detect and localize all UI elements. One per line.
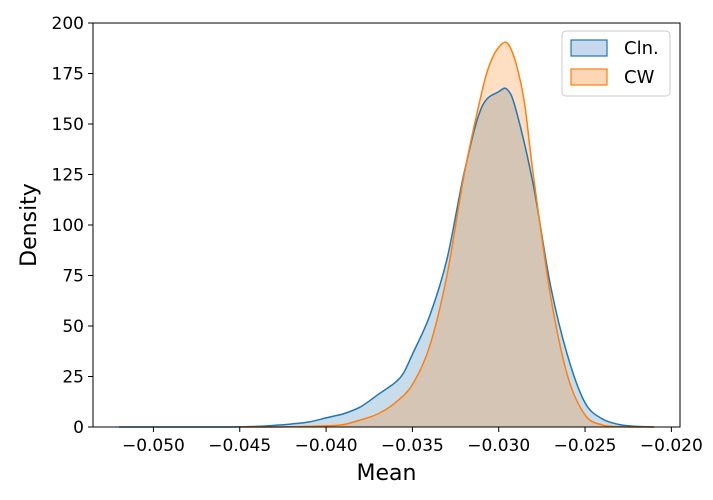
y-tick-label: 100	[52, 216, 84, 236]
density-area-cw	[239, 42, 655, 427]
legend-label-cw: CW	[624, 67, 655, 88]
y-tick-label: 75	[62, 267, 84, 287]
y-axis-title: Density	[17, 183, 42, 267]
legend-swatch-cw	[570, 68, 608, 86]
y-tick-label: 125	[52, 166, 84, 186]
x-axis-ticks: −0.050 −0.045 −0.040 −0.035 −0.030 −0.025 −0.0…	[122, 427, 703, 456]
legend-label-cln: Cln.	[624, 38, 659, 59]
density-area-cln	[118, 88, 655, 428]
x-tick-label: −0.020	[640, 436, 703, 456]
x-tick-label: −0.050	[122, 436, 185, 456]
y-tick-label: 25	[62, 368, 84, 388]
y-tick-label: 150	[52, 115, 84, 135]
x-tick-label: −0.040	[295, 436, 358, 456]
y-tick-label: 0	[73, 418, 84, 438]
x-tick-label: −0.035	[381, 436, 444, 456]
y-tick-label: 50	[62, 317, 84, 337]
density-line-cln	[118, 87, 655, 428]
density-areas	[118, 41, 655, 428]
y-tick-label: 200	[52, 14, 84, 34]
x-tick-label: −0.025	[554, 436, 617, 456]
x-tick-label: −0.045	[208, 436, 271, 456]
y-axis-ticks: 0 25 50 75 100 125 150 175 200	[52, 14, 93, 438]
legend-swatch-cln	[570, 39, 608, 57]
x-tick-label: −0.030	[467, 436, 530, 456]
y-tick-label: 175	[52, 65, 84, 85]
x-axis-title: Mean	[357, 461, 417, 486]
density-line-cw	[239, 41, 655, 428]
legend: Cln. CW	[561, 30, 671, 97]
